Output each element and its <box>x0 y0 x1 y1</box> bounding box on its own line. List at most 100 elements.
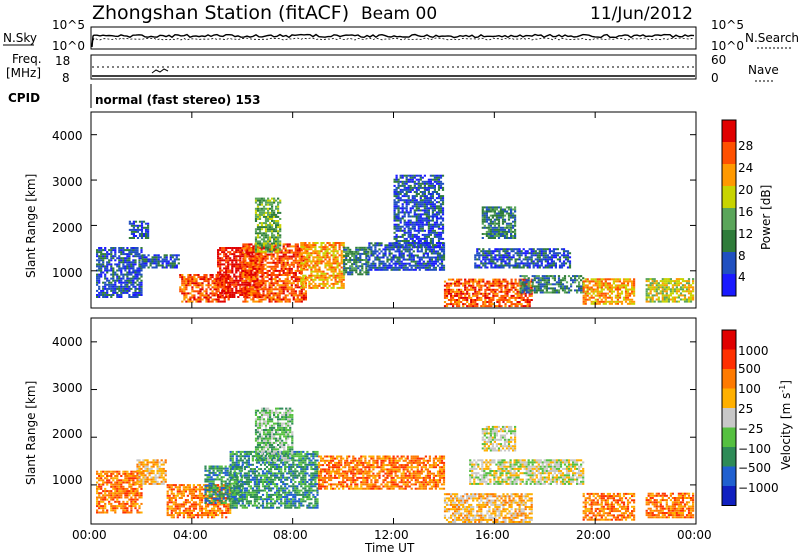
power-cell <box>262 282 265 285</box>
power-cell <box>336 286 339 289</box>
power-cell <box>255 287 258 290</box>
power-cell <box>233 255 236 258</box>
power-cell <box>108 263 111 266</box>
power-cell <box>260 255 263 258</box>
power-cell <box>250 261 253 264</box>
power-cell <box>219 259 222 262</box>
power-cell <box>419 182 422 185</box>
power-cell <box>104 255 107 258</box>
power-cell <box>269 250 272 253</box>
power-cell <box>409 242 412 244</box>
power-cell <box>537 275 540 278</box>
power-cell <box>138 269 141 272</box>
power-cell <box>155 260 158 263</box>
power-cell <box>136 251 139 254</box>
power-cell <box>258 209 262 212</box>
power-cell <box>550 260 553 263</box>
power-cell <box>246 249 249 252</box>
power-cell <box>355 248 358 251</box>
power-cell <box>260 272 263 274</box>
power-cell <box>250 288 253 291</box>
power-cell <box>110 265 113 268</box>
power-cell <box>165 260 168 263</box>
power-cell <box>124 259 127 262</box>
power-cell <box>122 275 125 278</box>
power-cell <box>363 248 366 251</box>
power-cell <box>431 191 434 193</box>
power-cell <box>500 282 503 285</box>
power-cell <box>502 299 505 301</box>
power-cell <box>345 267 348 270</box>
power-cell <box>419 174 422 177</box>
power-cell <box>484 256 487 259</box>
power-cell <box>420 262 423 265</box>
power-cell <box>514 235 517 237</box>
power-cell <box>529 289 532 292</box>
power-cell <box>484 290 487 293</box>
power-cell <box>386 268 389 271</box>
power-cell <box>312 246 315 249</box>
power-cell <box>563 287 567 290</box>
power-cell <box>219 271 222 274</box>
power-cell <box>570 289 573 292</box>
power-cell <box>250 247 253 250</box>
power-cell <box>413 227 416 230</box>
power-cell <box>551 289 554 292</box>
power-cell <box>235 271 238 274</box>
power-cell <box>545 277 548 280</box>
power-cell <box>399 191 402 193</box>
power-cell <box>197 274 200 276</box>
power-cell <box>225 273 228 276</box>
power-cell <box>271 246 274 249</box>
power-cell <box>286 284 289 287</box>
power-cell <box>242 257 245 260</box>
power-cell <box>322 248 325 251</box>
noise-left-tick-top: 10^5 <box>52 18 85 32</box>
power-cell <box>132 279 135 282</box>
power-cell <box>401 207 404 210</box>
power-cell <box>522 266 525 269</box>
power-cell <box>378 256 381 259</box>
power-cell <box>217 273 220 276</box>
power-cell <box>185 288 188 291</box>
power-cell <box>395 233 398 236</box>
power-cell <box>533 287 536 290</box>
power-cell <box>231 269 234 272</box>
power-cell <box>440 264 444 267</box>
power-cell <box>533 285 536 288</box>
power-cell <box>286 267 289 270</box>
power-cell <box>219 273 222 276</box>
power-cell <box>314 242 317 244</box>
power-cell <box>483 218 486 221</box>
power-cell <box>478 296 481 299</box>
power-cell <box>223 247 226 249</box>
power-cell <box>108 261 111 264</box>
power-cell <box>187 282 190 285</box>
power-cell <box>418 258 421 261</box>
power-cell <box>280 265 283 268</box>
power-cell <box>241 255 244 258</box>
power-cell <box>138 224 142 227</box>
power-cell <box>528 258 531 261</box>
power-cell <box>520 299 523 301</box>
power-cell <box>397 180 400 183</box>
power-cell <box>248 290 251 293</box>
power-cell <box>275 238 278 241</box>
power-cell <box>484 296 487 299</box>
power-cell <box>296 276 299 279</box>
power-cell <box>250 294 253 297</box>
power-cell <box>482 303 485 306</box>
power-cell <box>519 275 522 278</box>
power-cell <box>496 254 499 257</box>
power-cell <box>271 250 274 253</box>
power-cell <box>326 286 329 289</box>
power-cell <box>512 214 515 217</box>
power-cell <box>427 225 430 228</box>
power-cell <box>96 269 99 272</box>
power-cell <box>552 254 555 257</box>
power-cell <box>246 247 249 250</box>
power-cell <box>351 259 354 261</box>
power-cell <box>419 240 422 242</box>
power-cell <box>440 248 444 251</box>
power-cell <box>347 248 350 251</box>
